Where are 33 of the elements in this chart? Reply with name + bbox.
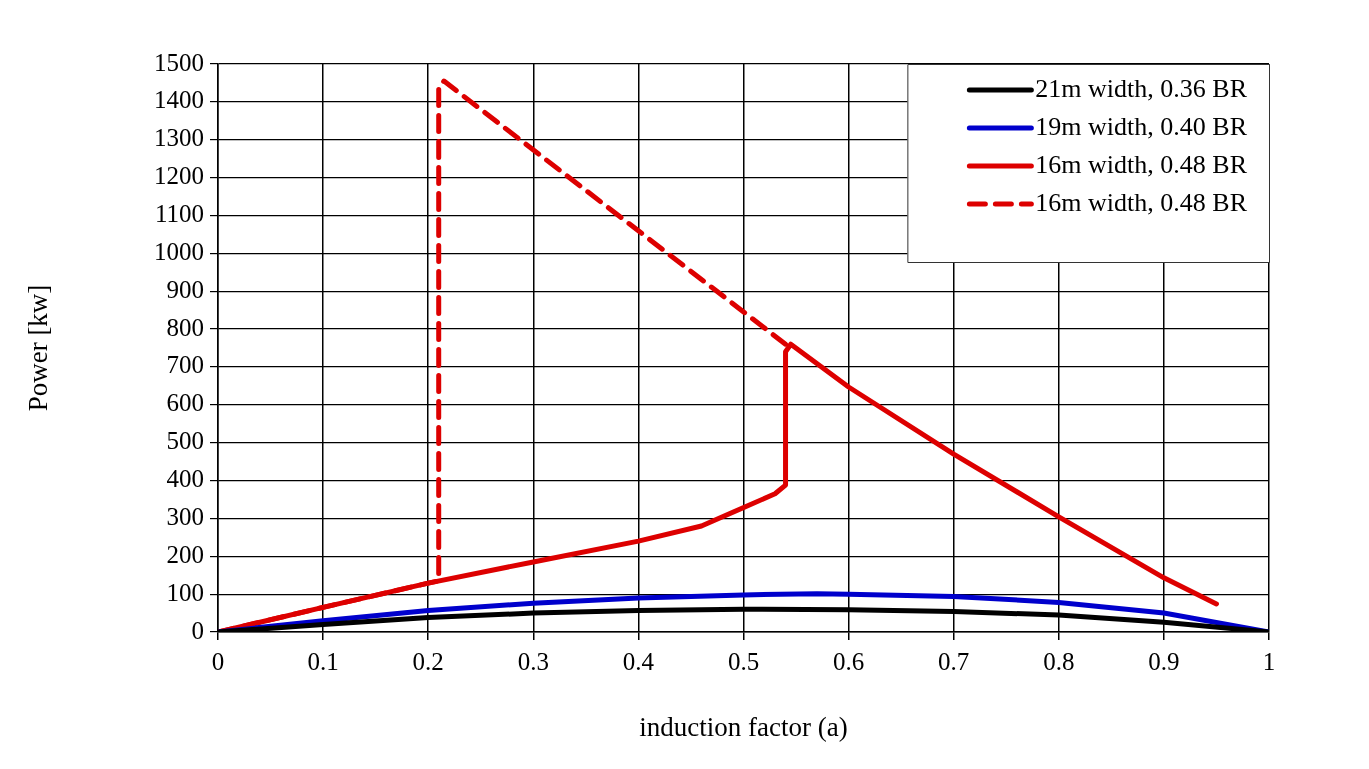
y-tick-label: 800 (166, 313, 204, 341)
x-tick-label: 0.9 (1148, 647, 1180, 675)
x-tick-label: 0 (211, 647, 225, 675)
y-tick-label: 100 (166, 578, 204, 606)
x-tick-label: 0.1 (307, 647, 339, 675)
x-tick-label: 0.6 (832, 647, 865, 675)
x-tick-label: 0.4 (622, 647, 655, 675)
y-tick-label: 700 (166, 351, 204, 379)
y-tick-label: 0 (191, 616, 204, 644)
y-tick-label: 1000 (154, 237, 204, 265)
y-tick-label: 1500 (154, 48, 204, 76)
legend-label: 16m width, 0.48 BR (1035, 149, 1248, 179)
x-tick-label: 0.8 (1043, 647, 1075, 675)
x-axis-title: induction factor (a) (639, 711, 848, 742)
y-tick-label: 500 (166, 427, 204, 455)
y-tick-label: 600 (166, 389, 204, 417)
y-tick-label: 1100 (154, 200, 204, 228)
x-tick-label: 0.7 (938, 647, 970, 675)
x-tick-label: 1 (1262, 647, 1276, 675)
y-tick-label: 1400 (154, 86, 204, 114)
x-tick-label: 0.3 (517, 647, 549, 675)
x-tick-label: 0.5 (727, 647, 760, 675)
y-tick-label: 1200 (154, 162, 204, 190)
y-axis-title: Power [kw] (23, 284, 54, 412)
y-tick-label: 400 (166, 465, 204, 493)
legend-label: 16m width, 0.48 BR (1035, 187, 1248, 217)
y-tick-label: 1300 (154, 124, 204, 152)
legend-label: 19m width, 0.40 BR (1035, 111, 1248, 141)
y-tick-label: 900 (166, 275, 204, 303)
y-tick-label: 300 (166, 502, 204, 530)
y-tick-label: 200 (166, 540, 204, 568)
legend-label: 21m width, 0.36 BR (1035, 73, 1248, 103)
x-tick-label: 0.2 (412, 647, 444, 675)
